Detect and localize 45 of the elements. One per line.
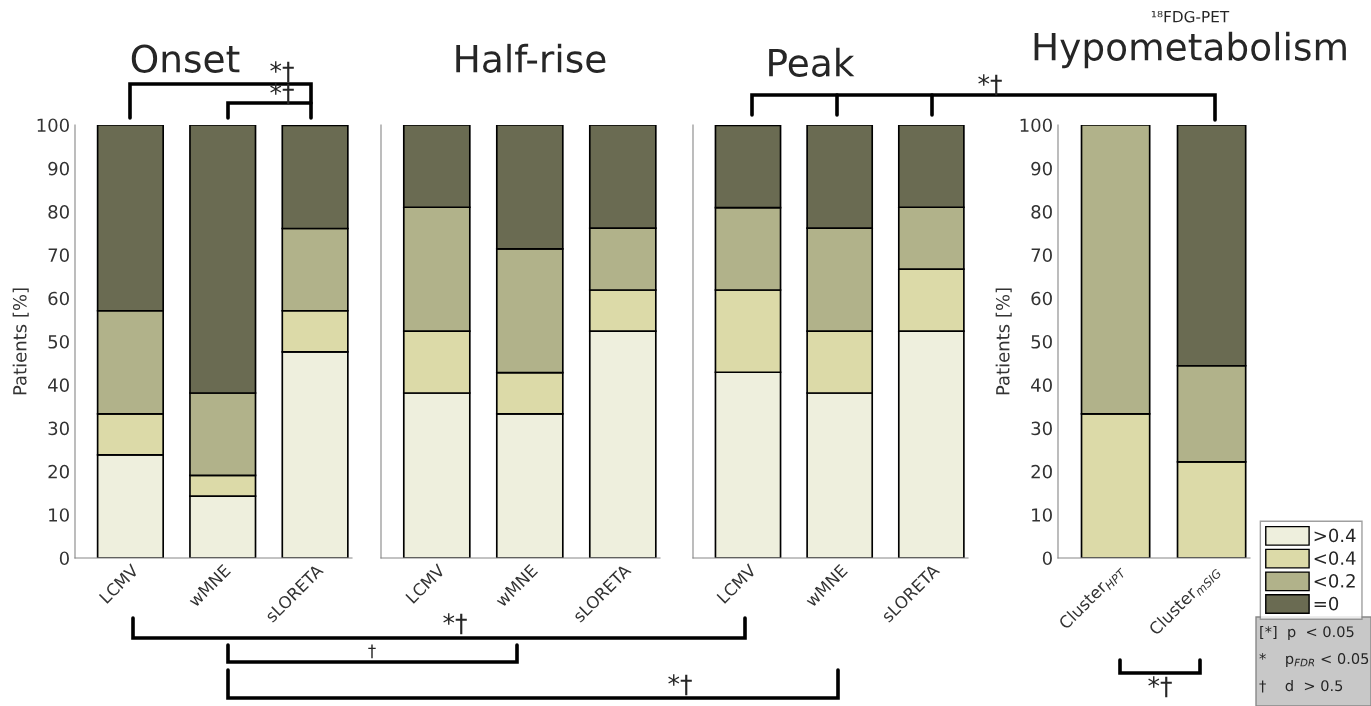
text: *† [270, 61, 294, 83]
chart-title: Half-rise [456, 43, 606, 73]
y-tick-label: 40 [1031, 378, 1052, 392]
legend-label: >0.4 [1314, 528, 1356, 543]
text: [*] p < 0.05 [1260, 625, 1354, 641]
y-tick-label: 40 [48, 378, 69, 392]
text: *† [978, 74, 1002, 96]
y-tick-label: 10 [49, 508, 69, 522]
y-tick-label: 20 [1031, 464, 1052, 479]
x-tick-label: Cluster$_{HPT}$ [1057, 562, 1127, 632]
y-tick-label: 70 [1031, 248, 1052, 263]
text: † d > 0.5 [1259, 679, 1343, 693]
y-tick-label: 90 [48, 161, 69, 176]
y-axis-title: Patients [%] [12, 288, 29, 395]
y-tick-label: 50 [48, 334, 69, 349]
text: * p$_{FDR}$ < 0.05 [1259, 653, 1369, 667]
y-tick-label: 60 [1031, 291, 1052, 306]
y-tick-label: 30 [1031, 421, 1052, 436]
chart-title: Onset [131, 44, 240, 73]
y-tick-label: 0 [59, 551, 69, 566]
text: *† [270, 83, 294, 105]
x-tick-label: Cluster$_{mSIG}$ [1147, 563, 1222, 638]
y-tick-label: 100 [1020, 118, 1052, 133]
chart-title: Hypometabolism [1034, 31, 1346, 69]
text: *† [443, 613, 467, 635]
y-tick-label: 90 [1031, 161, 1052, 176]
y-tick-label: 30 [48, 421, 69, 436]
chart-title: Peak [769, 47, 855, 77]
legend-label: <0.2 [1314, 574, 1355, 588]
y-tick-label: 100 [37, 118, 69, 133]
y-tick-label: 0 [1042, 551, 1052, 566]
legend-label: =0 [1314, 596, 1339, 611]
y-axis-title: Patients [%] [995, 288, 1012, 395]
text: † [368, 644, 376, 659]
y-tick-label: 70 [48, 248, 69, 263]
y-tick-label: 20 [48, 464, 69, 479]
y-tick-label: 60 [48, 291, 69, 306]
y-tick-label: 80 [48, 205, 69, 219]
y-tick-label: 50 [1031, 334, 1052, 349]
text: *† [668, 674, 692, 696]
chart-subtitle: ¹⁸FDG-PET [1151, 10, 1230, 23]
text: *† [1148, 676, 1172, 698]
y-tick-label: 80 [1031, 205, 1052, 219]
y-tick-label: 10 [1032, 508, 1052, 522]
legend-label: <0.4 [1314, 551, 1356, 565]
